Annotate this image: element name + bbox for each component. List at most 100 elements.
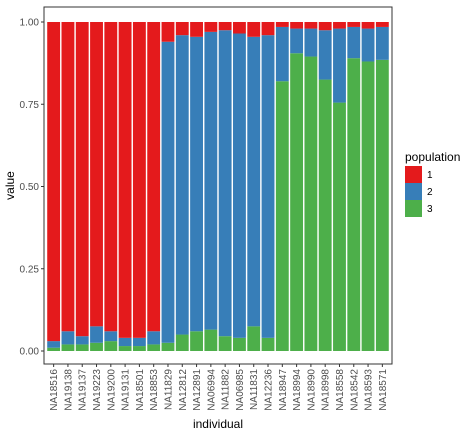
x-tick-label: NA18501 [135,369,146,411]
x-tick-label: NA06985 [235,369,246,411]
bar-NA12891-pop-2 [190,36,203,332]
y-tick-label: 0.00 [20,347,40,358]
legend-key-3 [405,200,422,217]
y-tick-label: 1.00 [20,18,40,29]
bar-NA06994-pop-3 [204,329,218,351]
legend-key-1 [405,166,422,183]
bar-NA19200-pop-1 [104,22,118,332]
bar-NA11829-pop-3 [161,342,175,351]
bar-NA18558-pop-1 [333,22,346,29]
x-tick-label: NA18516 [49,369,60,411]
bar-NA18947-pop-2 [275,26,289,82]
bar-NA18516-pop-1 [47,22,61,342]
x-tick-label: NA19137 [78,369,89,411]
y-tick-label: 0.75 [20,100,40,111]
bar-NA06994-pop-2 [204,31,218,330]
bar-NA11882-pop-1 [218,22,232,31]
bar-NA18542-pop-3 [347,58,361,351]
bar-NA19200-pop-3 [104,341,118,351]
x-tick-label: NA18558 [335,369,346,411]
bar-NA18558-pop-3 [333,102,346,351]
bar-NA18542-pop-1 [347,22,361,27]
bar-NA12812-pop-1 [175,22,189,36]
legend-label-2: 2 [427,187,433,198]
bar-NA19223-pop-2 [90,326,103,343]
bar-NA18994-pop-1 [290,22,304,29]
bar-NA18947-pop-1 [275,22,289,27]
bar-NA19138-pop-2 [61,331,75,345]
x-tick-label: NA12891 [192,369,203,411]
x-tick-label: NA18994 [292,369,303,411]
plot-border [43,6,393,365]
x-axis-title: individual [193,417,243,431]
bar-NA06985-pop-3 [233,337,246,351]
legend-label-3: 3 [427,204,433,215]
y-axis-title: value [3,171,17,200]
bar-NA11829-pop-1 [161,22,175,42]
bar-NA18853-pop-3 [147,344,161,351]
bar-NA18947-pop-3 [275,81,289,351]
y-axis: 0.00 0.25 0.50 0.75 1.00 [20,18,44,358]
bar-NA19131-pop-2 [118,337,132,347]
bar-NA18542-pop-2 [347,26,361,59]
x-tick-label: NA18571 [378,369,389,411]
bar-NA18990-pop-1 [304,22,318,29]
legend-title: population [405,150,460,164]
x-tick-label: NA18998 [321,369,332,411]
bar-NA18558-pop-2 [333,28,346,103]
legend-label-1: 1 [427,170,433,181]
bar-NA11882-pop-3 [218,336,232,351]
bar-NA11831-pop-1 [247,22,261,37]
bars-layer [47,22,389,352]
y-tick-label: 0.25 [20,264,40,275]
x-tick-label: NA18593 [364,369,375,411]
bar-NA12891-pop-1 [190,22,203,37]
bar-NA18998-pop-1 [318,22,332,31]
x-tick-label: NA11831 [249,369,260,410]
bar-NA18516-pop-3 [47,347,61,351]
bar-NA18571-pop-2 [375,26,389,60]
legend: population 1 2 3 [405,150,460,217]
x-tick-label: NA18853 [149,369,160,411]
bar-NA11882-pop-2 [218,30,232,337]
legend-key-2 [405,183,422,200]
x-tick-label: NA19131 [121,369,132,411]
bar-NA12812-pop-3 [175,334,189,351]
x-tick-label: NA12812 [178,369,189,411]
bar-NA12236-pop-1 [261,22,275,36]
bar-NA18994-pop-3 [290,53,304,351]
x-tick-label: NA18542 [349,369,360,411]
x-tick-label: NA19223 [92,369,103,411]
bar-NA18501-pop-1 [132,22,146,338]
bar-NA18571-pop-1 [375,22,389,27]
bar-NA19138-pop-1 [61,22,75,332]
bar-NA06985-pop-1 [233,22,246,34]
x-tick-label: NA19200 [106,369,117,411]
bar-NA18593-pop-1 [361,22,375,29]
bar-NA18593-pop-3 [361,61,375,351]
bar-NA18516-pop-2 [47,341,61,348]
bar-NA18994-pop-2 [290,28,304,54]
bar-NA18998-pop-2 [318,30,332,80]
bar-NA12236-pop-2 [261,35,275,338]
bar-NA19223-pop-1 [90,22,103,327]
bar-NA19137-pop-2 [75,336,89,345]
bar-NA19137-pop-1 [75,22,89,337]
bar-NA19223-pop-3 [90,342,103,351]
x-tick-label: NA11882 [221,369,232,410]
x-tick-label: NA18947 [278,369,289,411]
bar-NA18990-pop-3 [304,56,318,352]
bar-NA18853-pop-2 [147,331,161,345]
bar-NA19131-pop-1 [118,22,132,338]
x-tick-label: NA18990 [306,369,317,411]
x-tick-label: NA19138 [63,369,74,411]
bar-NA19137-pop-3 [75,344,89,351]
bar-NA18501-pop-3 [132,346,146,351]
bar-NA18571-pop-3 [375,59,389,351]
x-axis: NA18516 NA19138 NA19137 NA19223 NA19200 NA191… [49,364,389,411]
bar-NA19200-pop-2 [104,331,118,342]
x-tick-label: NA06994 [206,369,217,411]
bar-NA18593-pop-2 [361,28,375,62]
x-tick-label: NA12236 [264,369,275,411]
